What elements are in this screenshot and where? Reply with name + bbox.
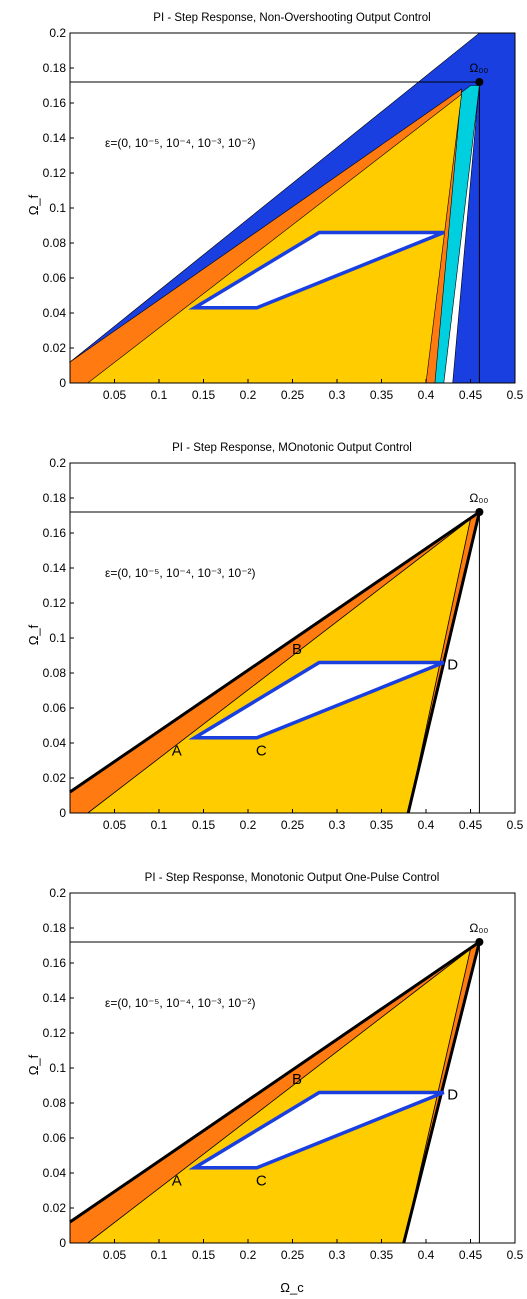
x-tick-label: 0.5 xyxy=(507,388,524,402)
parallelogram xyxy=(188,230,445,310)
corner-label: Ω₀₀ xyxy=(469,61,488,75)
x-tick-label: 0.5 xyxy=(507,818,524,832)
x-tick-label: 0.35 xyxy=(370,1248,394,1262)
x-tick-label: 0.3 xyxy=(329,388,346,402)
y-tick-label: 0.1 xyxy=(49,201,66,215)
x-axis-label: Ω_c xyxy=(280,1280,304,1295)
corner-point xyxy=(475,938,484,946)
chart-svg-3: 0 0.02 0.04 0.06 0.08 0.1 0.12 0.14 0.16 0.18 0.2 0… xyxy=(26,872,524,1295)
y-tick-label: 0.18 xyxy=(43,61,67,75)
corner-point xyxy=(475,508,484,516)
y-tick-label: 0.04 xyxy=(43,1166,67,1180)
y-tick-label: 0 xyxy=(59,376,66,390)
x-tick-label: 0.25 xyxy=(281,818,305,832)
y-tick-label: 0.14 xyxy=(43,991,67,1005)
y-tick-label: 0.1 xyxy=(49,631,66,645)
x-tick-label: 0.4 xyxy=(418,1248,435,1262)
y-axis-label: Ω_f xyxy=(26,194,41,215)
chart-panel-2: 0 0.02 0.04 0.06 0.08 0.1 0.12 0.14 0.16 0.18 0.2 0… xyxy=(0,430,527,840)
x-tick-label: 0.25 xyxy=(281,388,305,402)
x-tick-label: 0.35 xyxy=(370,388,394,402)
y-tick-label: 0 xyxy=(59,806,66,820)
x-tick-label: 0.45 xyxy=(459,818,483,832)
y-tick-label: 0.16 xyxy=(43,526,67,540)
x-tick-label: 0.15 xyxy=(192,388,216,402)
point-label-B: B xyxy=(292,1071,302,1088)
chart-title: PI - Step Response, MOnotonic Output Con… xyxy=(172,442,412,454)
x-tick-label: 0.15 xyxy=(192,1248,216,1262)
x-tick-label: 0.05 xyxy=(103,818,127,832)
y-tick-label: 0.06 xyxy=(43,1131,67,1145)
x-tick-label: 0.45 xyxy=(459,388,483,402)
parallelogram xyxy=(188,1090,445,1170)
plot-area: 0 0.02 0.04 0.06 0.08 0.1 0.12 0.14 0.16 0.18 0.2 0… xyxy=(43,456,524,832)
y-tick-label: 0.18 xyxy=(43,491,67,505)
y-tick-label: 0.06 xyxy=(43,271,67,285)
chart-panel-3: 0 0.02 0.04 0.06 0.08 0.1 0.12 0.14 0.16 0.18 0.2 0… xyxy=(0,860,527,1299)
x-tick-label: 0.1 xyxy=(151,1248,168,1262)
corner-label: Ω₀₀ xyxy=(469,921,488,935)
x-tick-label: 0.2 xyxy=(240,818,257,832)
y-tick-label: 0.12 xyxy=(43,166,67,180)
x-tick-label: 0.5 xyxy=(507,1248,524,1262)
y-tick-label: 0.16 xyxy=(43,96,67,110)
y-tick-label: 0.02 xyxy=(43,341,67,355)
y-tick-label: 0.04 xyxy=(43,736,67,750)
corner-label: Ω₀₀ xyxy=(469,491,488,505)
y-tick-label: 0.08 xyxy=(43,1096,67,1110)
epsilon-annotation: ε=(0, 10⁻⁵, 10⁻⁴, 10⁻³, 10⁻²) xyxy=(105,136,256,150)
parallelogram xyxy=(188,660,445,740)
y-axis-label: Ω_f xyxy=(26,1054,41,1075)
y-axis-label: Ω_f xyxy=(26,624,41,645)
x-tick-label: 0.05 xyxy=(103,1248,127,1262)
y-tick-label: 0.08 xyxy=(43,236,67,250)
y-tick-label: 0.04 xyxy=(43,306,67,320)
x-tick-label: 0.05 xyxy=(103,388,127,402)
x-tick-label: 0.1 xyxy=(151,818,168,832)
point-label-D: D xyxy=(447,1087,458,1104)
y-tick-label: 0.06 xyxy=(43,701,67,715)
x-tick-label: 0.1 xyxy=(151,388,168,402)
y-tick-label: 0.14 xyxy=(43,561,67,575)
chart-title: PI - Step Response, Monotonic Output One… xyxy=(145,872,440,884)
point-label-A: A xyxy=(172,742,182,759)
x-tick-label: 0.4 xyxy=(418,818,435,832)
y-tick-label: 0.18 xyxy=(43,921,67,935)
chart-title: PI - Step Response, Non-Overshooting Out… xyxy=(153,12,430,24)
y-tick-label: 0.02 xyxy=(43,1201,67,1215)
y-tick-label: 0.1 xyxy=(49,1061,66,1075)
y-tick-label: 0.2 xyxy=(49,886,66,900)
point-label-C: C xyxy=(256,742,267,759)
point-label-A: A xyxy=(172,1172,182,1189)
y-tick-label: 0.2 xyxy=(49,26,66,40)
epsilon-annotation: ε=(0, 10⁻⁵, 10⁻⁴, 10⁻³, 10⁻²) xyxy=(105,566,256,580)
x-tick-label: 0.2 xyxy=(240,1248,257,1262)
epsilon-annotation: ε=(0, 10⁻⁵, 10⁻⁴, 10⁻³, 10⁻²) xyxy=(105,996,256,1010)
chart-panel-1: 0 0.02 0.04 0.06 0.08 0.1 0.12 0.14 0.16 0.18 0.2 0… xyxy=(0,0,527,410)
x-tick-label: 0.3 xyxy=(329,818,346,832)
y-tick-label: 0.08 xyxy=(43,666,67,680)
plot-area: 0 0.02 0.04 0.06 0.08 0.1 0.12 0.14 0.16 0.18 0.2 0… xyxy=(43,886,524,1262)
point-label-D: D xyxy=(447,657,458,674)
x-tick-label: 0.2 xyxy=(240,388,257,402)
y-tick-label: 0.02 xyxy=(43,771,67,785)
x-tick-label: 0.35 xyxy=(370,818,394,832)
point-label-C: C xyxy=(256,1172,267,1189)
y-tick-label: 0.14 xyxy=(43,131,67,145)
x-tick-label: 0.3 xyxy=(329,1248,346,1262)
x-tick-label: 0.15 xyxy=(192,818,216,832)
chart-svg-2: 0 0.02 0.04 0.06 0.08 0.1 0.12 0.14 0.16 0.18 0.2 0… xyxy=(26,442,524,832)
y-tick-label: 0.12 xyxy=(43,596,67,610)
x-tick-label: 0.45 xyxy=(459,1248,483,1262)
x-tick-label: 0.25 xyxy=(281,1248,305,1262)
y-tick-label: 0.2 xyxy=(49,456,66,470)
y-tick-label: 0.12 xyxy=(43,1026,67,1040)
corner-point xyxy=(475,78,484,86)
plot-area: 0 0.02 0.04 0.06 0.08 0.1 0.12 0.14 0.16 0.18 0.2 0… xyxy=(43,26,524,402)
x-tick-label: 0.4 xyxy=(418,388,435,402)
y-tick-label: 0.16 xyxy=(43,956,67,970)
point-label-B: B xyxy=(292,641,302,658)
y-tick-label: 0 xyxy=(59,1236,66,1250)
chart-svg-1: 0 0.02 0.04 0.06 0.08 0.1 0.12 0.14 0.16 0.18 0.2 0… xyxy=(26,12,524,402)
